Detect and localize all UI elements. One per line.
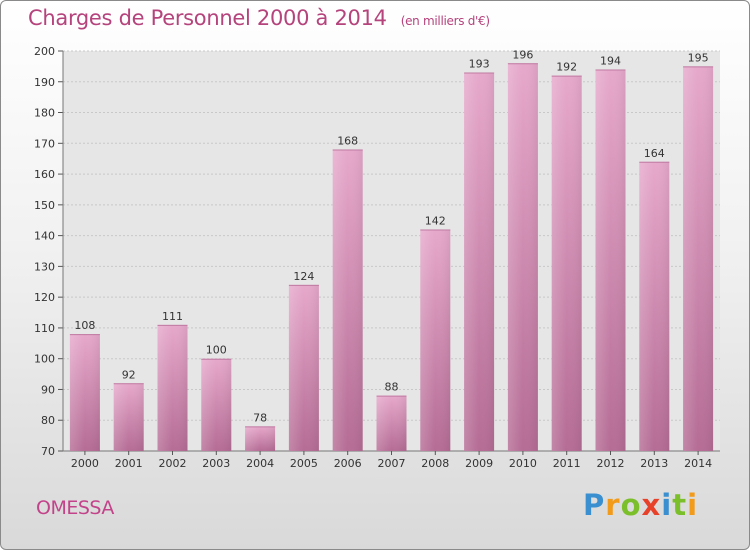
logo-letter: o [620,488,642,522]
bar-shade [507,63,538,452]
logo-letter: i [661,488,673,522]
bar-shade [201,358,232,451]
logo-letter: r [605,488,621,522]
y-tick-label: 150 [34,199,55,212]
data-label: 100 [206,344,227,357]
x-tick-label: 2009 [465,457,493,470]
town-name: OMESSA [36,497,114,519]
logo-letter: x [641,488,662,522]
y-tick-label: 110 [34,322,55,335]
bar-shade [376,395,407,451]
x-tick-label: 2008 [421,457,449,470]
y-tick-label: 70 [41,445,55,458]
y-tick-label: 130 [34,260,55,273]
logo-letter: P [583,488,606,522]
bar-shade [639,161,670,451]
x-tick-label: 2004 [246,457,274,470]
data-label: 168 [337,134,358,147]
data-label: 193 [469,58,490,71]
data-label: 195 [688,51,709,64]
bar-shade [551,75,582,451]
x-tick-label: 2011 [553,457,581,470]
y-tick-label: 80 [41,414,55,427]
bar-shade [332,149,363,451]
proxiti-logo[interactable]: Proxiti [583,488,698,522]
data-label: 88 [385,381,399,394]
y-tick-label: 140 [34,230,55,243]
bar-shade [464,72,495,452]
x-tick-label: 2010 [509,457,537,470]
bar-shade [595,69,626,451]
bar-shade [288,284,319,451]
bar-shade [683,66,714,451]
data-label: 194 [600,54,621,67]
x-tick-label: 2000 [71,457,99,470]
bar-shade [245,426,276,451]
y-tick-label: 180 [34,107,55,120]
x-tick-label: 2012 [597,457,625,470]
y-tick-label: 90 [41,383,55,396]
data-label: 142 [425,214,446,227]
x-tick-label: 2003 [202,457,230,470]
x-tick-label: 2002 [159,457,187,470]
data-label: 164 [644,147,665,160]
x-tick-label: 2007 [378,457,406,470]
bar-shade [69,334,100,451]
data-label: 108 [74,319,95,332]
data-label: 124 [293,270,314,283]
data-label: 196 [512,48,533,61]
logo-letter: t [672,488,688,522]
chart-title: Charges de Personnel 2000 à 2014 (en mill… [28,6,490,30]
chart-title-text: Charges de Personnel 2000 à 2014 [28,6,387,30]
x-tick-label: 2001 [115,457,143,470]
bar-shade [113,383,144,451]
chart-subtitle: (en milliers d'€) [400,14,490,28]
y-tick-label: 160 [34,168,55,181]
bar-shade [420,229,451,451]
data-label: 78 [253,411,267,424]
y-tick-label: 190 [34,76,55,89]
x-tick-label: 2006 [334,457,362,470]
x-tick-label: 2005 [290,457,318,470]
x-tick-label: 2014 [684,457,712,470]
logo-letter: i [687,488,699,522]
data-label: 111 [162,310,183,323]
data-label: 92 [122,368,136,381]
y-tick-label: 200 [34,45,55,58]
data-label: 192 [556,61,577,74]
y-tick-label: 100 [34,353,55,366]
bar-shade [157,324,188,451]
y-tick-label: 120 [34,291,55,304]
y-tick-label: 170 [34,137,55,150]
x-tick-label: 2013 [640,457,668,470]
